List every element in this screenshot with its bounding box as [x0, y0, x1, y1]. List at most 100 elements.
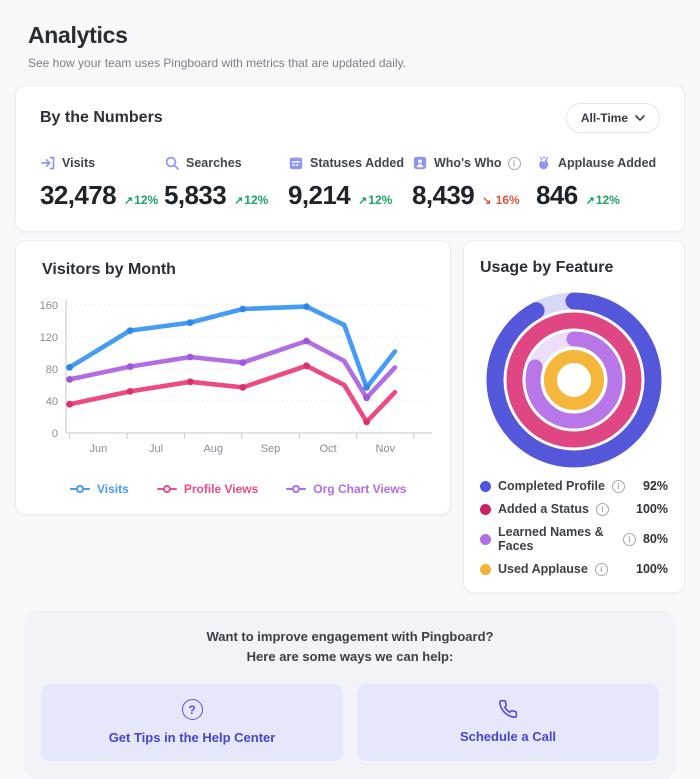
engagement-help-panel: Want to improve engagement with Pingboar…	[25, 611, 675, 779]
usage-by-feature-card: Usage by Feature Completed Profile i 92%…	[463, 240, 685, 593]
metric-applause-added: Applause Added 846 ↗12%	[536, 155, 660, 211]
help-text-line2: Here are some ways we can help:	[246, 649, 454, 665]
numbers-card-title: By the Numbers	[40, 109, 163, 126]
used-applause-ring	[544, 350, 604, 410]
time-range-label: All-Time	[580, 111, 628, 125]
usage-rings-chart	[486, 292, 662, 468]
data-point	[239, 305, 247, 313]
metric-label: Who's Who	[434, 156, 502, 170]
data-point	[303, 303, 310, 310]
metric-whos-who: Who's Who i 8,439 ↘ 16%	[412, 155, 536, 211]
data-point	[363, 394, 370, 402]
trend-arrow-icon: ↗	[585, 195, 595, 207]
line-chart-title: Visitors by Month	[42, 261, 176, 278]
learned-names-faces-ring	[525, 331, 623, 429]
data-point	[363, 418, 370, 426]
phone-icon	[498, 699, 518, 719]
data-point	[303, 362, 310, 370]
info-icon[interactable]: i	[596, 502, 609, 516]
legend-item-org-chart-views[interactable]: Org Chart Views	[286, 482, 406, 496]
legend-label: Org Chart Views	[313, 482, 407, 496]
data-point	[186, 319, 194, 326]
visitors-by-month-card: Visitors by Month 0 40 80 120 160 Jun Jul Aug Se…	[15, 240, 451, 515]
data-point	[66, 376, 73, 383]
metric-change: ↗12%	[585, 193, 620, 207]
usage-legend: Completed Profile i 92% Added a Status i…	[480, 479, 668, 576]
calendar-icon	[288, 155, 304, 171]
legend-dot	[480, 563, 491, 575]
data-point	[66, 364, 73, 371]
legend-label: Used Applause	[498, 562, 588, 576]
y-axis-tick-label: 120	[40, 332, 58, 344]
data-point	[303, 337, 310, 345]
legend-value: 100%	[636, 562, 668, 576]
legend-dot	[480, 480, 491, 492]
donut-chart-title: Usage by Feature	[480, 259, 614, 276]
legend-value: 92%	[642, 479, 668, 493]
info-icon[interactable]: i	[507, 156, 521, 170]
legend-item-visits[interactable]: Visits	[70, 482, 129, 496]
page-title: Analytics	[28, 22, 128, 48]
metric-value: 9,214	[288, 180, 351, 210]
y-axis-tick-label: 40	[46, 396, 58, 408]
info-icon[interactable]: i	[622, 532, 636, 546]
trend-arrow-icon: ↘	[482, 195, 492, 207]
x-axis-tick-label: Jul	[149, 443, 163, 455]
metric-value: 8,439	[412, 180, 475, 210]
help-center-button[interactable]: ? Get Tips in the Help Center	[41, 684, 343, 762]
added-a-status-ring	[506, 312, 642, 448]
x-axis-tick-label: Jun	[90, 443, 108, 455]
trend-arrow-icon: ↗	[123, 195, 134, 207]
usage-legend-row-added-a-status: Added a Status i 100%	[480, 502, 668, 516]
usage-legend-row-used-applause: Used Applause i 100%	[480, 562, 668, 576]
metric-statuses-added: Statuses Added 9,214 ↗12%	[288, 155, 412, 211]
visits-line	[67, 304, 398, 390]
legend-value: 80%	[642, 532, 668, 546]
x-axis-tick-label: Aug	[203, 443, 223, 455]
schedule-call-button[interactable]: Schedule a Call	[357, 684, 659, 762]
question-circle-icon: ?	[181, 699, 203, 721]
data-point	[186, 378, 194, 386]
completed-profile-ring	[486, 292, 662, 468]
metric-change: ↗12%	[123, 193, 159, 207]
legend-label: Learned Names & Faces	[498, 525, 604, 553]
legend-item-profile-views[interactable]: Profile Views	[156, 482, 259, 496]
login-icon	[40, 155, 56, 171]
legend-dot	[480, 533, 491, 545]
line-marker-icon	[156, 485, 177, 493]
data-point	[239, 359, 247, 366]
chevron-down-icon	[635, 115, 645, 121]
metrics-row: Visits 32,478 ↗12% Searches 5,833 ↗12%	[40, 155, 660, 211]
data-point	[126, 327, 134, 334]
data-point	[186, 353, 194, 361]
data-point	[126, 363, 134, 370]
search-icon	[164, 155, 180, 171]
metric-value: 846	[536, 180, 578, 210]
info-icon[interactable]: i	[594, 562, 608, 576]
page-subtitle: See how your team uses Pingboard with me…	[28, 56, 406, 70]
legend-value: 100%	[636, 502, 668, 516]
trend-arrow-icon: ↗	[358, 195, 368, 207]
metric-label: Statuses Added	[310, 156, 405, 170]
legend-dot	[480, 503, 491, 515]
metric-label: Searches	[186, 156, 242, 170]
time-range-dropdown[interactable]: All-Time	[565, 103, 660, 133]
whos-who-icon	[412, 155, 428, 171]
data-point	[66, 400, 73, 408]
usage-legend-row-learned-names-faces: Learned Names & Faces i 80%	[480, 525, 668, 553]
line-chart-legend: Visits Profile Views Org Chart Views	[70, 482, 436, 496]
info-icon[interactable]: i	[611, 479, 625, 493]
data-point	[126, 388, 134, 395]
metric-change: ↘ 16%	[482, 193, 520, 207]
visitors-line-chart: 0 40 80 120 160 Jun Jul Aug Sep Oct Nov	[40, 299, 432, 455]
profile-views-line	[67, 363, 398, 425]
metric-change: ↗12%	[358, 193, 393, 207]
legend-label: Completed Profile	[498, 479, 605, 493]
legend-label: Profile Views	[183, 482, 259, 496]
help-text-line1: Want to improve engagement with Pingboar…	[206, 629, 494, 644]
line-marker-icon	[70, 485, 90, 493]
org-chart-views-line	[67, 338, 398, 401]
line-marker-icon	[286, 485, 307, 493]
metric-value: 5,833	[164, 180, 227, 210]
